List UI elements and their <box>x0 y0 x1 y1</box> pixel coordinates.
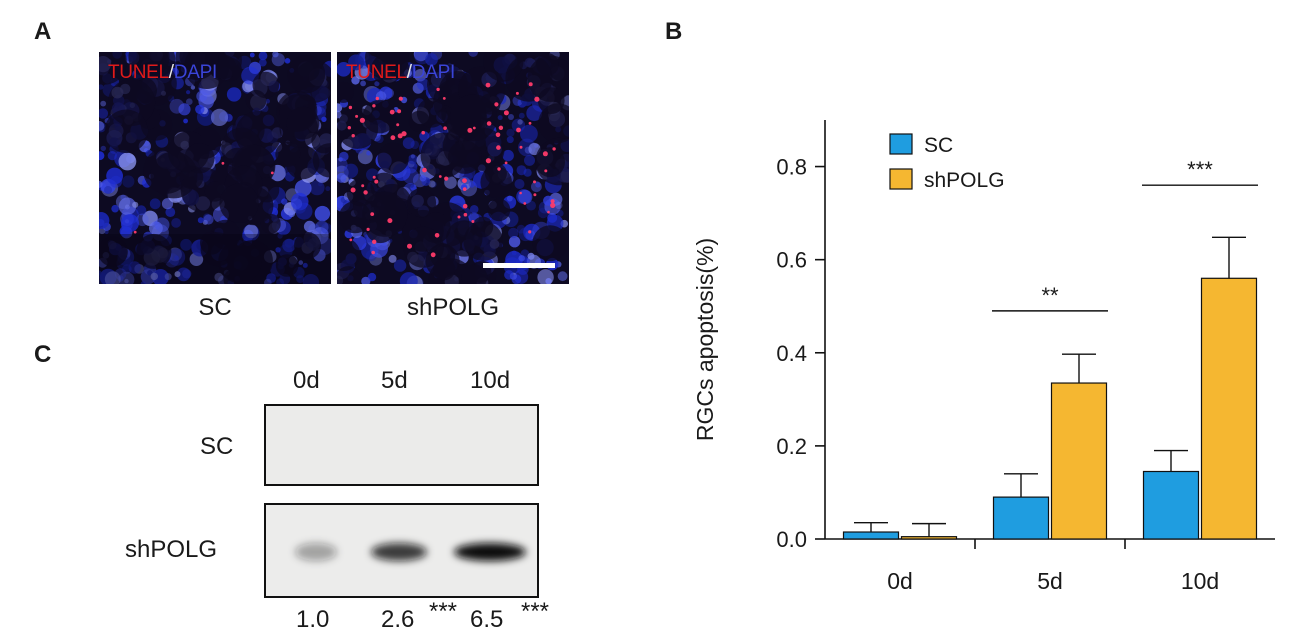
micrograph-shpolg-texture <box>337 52 569 284</box>
bar-sc-10d <box>1142 470 1200 540</box>
quant-5d: 2.6 <box>381 606 415 633</box>
y-tick-label: 0.0 <box>776 527 807 552</box>
slash-text: / <box>406 62 412 83</box>
blot-sc <box>264 404 539 486</box>
panel-a-letter: A <box>34 18 52 45</box>
tunel-text: TUNEL <box>346 62 407 83</box>
blot-bands <box>295 543 526 561</box>
significance-label: *** <box>1187 157 1213 182</box>
caption-shpolg: shPOLG <box>406 294 500 321</box>
y-tick-label: 0.6 <box>776 248 807 273</box>
slash-text: / <box>168 62 174 83</box>
blot-band <box>371 543 427 561</box>
tunel-text: TUNEL <box>108 62 169 83</box>
blot-row-label-shpolg: shPOLG <box>125 536 218 563</box>
y-tick-label: 0.8 <box>776 155 807 180</box>
quant-10d-sig: *** <box>521 598 550 625</box>
legend-label: SC <box>924 134 953 157</box>
legend-label: shPOLG <box>924 169 1005 192</box>
significance-label: ** <box>1041 283 1059 308</box>
y-tick-label: 0.4 <box>776 341 807 366</box>
blot-band <box>454 543 526 561</box>
bar-chart: 0.0 0.2 0.4 0.6 0.8 RGCs apoptosis(%) 0d 5d 10d *… <box>692 120 1275 594</box>
bar-shpolg-10d <box>1200 277 1258 540</box>
blot-shpolg <box>264 503 539 598</box>
y-axis-label: RGCs apoptosis(%) <box>692 238 718 441</box>
caption-sc: SC <box>198 294 232 321</box>
blot-row-label-sc: SC <box>200 433 234 460</box>
micrograph-sc: TUNEL/DAPI <box>99 52 331 284</box>
legend-swatch <box>889 133 913 155</box>
panel-b-letter: B <box>665 18 683 45</box>
panel-c-letter: C <box>34 341 52 368</box>
quant-0d: 1.0 <box>296 606 330 633</box>
legend-swatch <box>889 168 913 190</box>
blot-band <box>295 543 337 561</box>
micrograph-shpolg-label: TUNEL/DAPI <box>346 62 455 84</box>
quant-5d-sig: *** <box>429 598 458 625</box>
micrograph-sc-label: TUNEL/DAPI <box>108 62 217 84</box>
lane-label-10d: 10d <box>470 367 511 394</box>
dapi-text: DAPI <box>411 62 455 83</box>
x-tick-label: 0d <box>887 568 913 594</box>
bar-sc-5d <box>992 496 1050 540</box>
x-tick-label: 5d <box>1037 568 1063 594</box>
micrograph-shpolg: TUNEL/DAPI <box>337 52 569 284</box>
lane-label-0d: 0d <box>293 367 320 394</box>
bar-shpolg-0d <box>900 536 958 540</box>
x-tick-label: 10d <box>1181 568 1219 594</box>
scale-bar <box>483 263 555 268</box>
dapi-text: DAPI <box>173 62 217 83</box>
quant-10d: 6.5 <box>470 606 504 633</box>
bar-shpolg-5d <box>1050 382 1108 540</box>
bar-sc-0d <box>842 531 900 540</box>
y-tick-label: 0.2 <box>776 434 807 459</box>
lane-label-5d: 5d <box>381 367 408 394</box>
micrograph-sc-texture <box>99 52 331 284</box>
